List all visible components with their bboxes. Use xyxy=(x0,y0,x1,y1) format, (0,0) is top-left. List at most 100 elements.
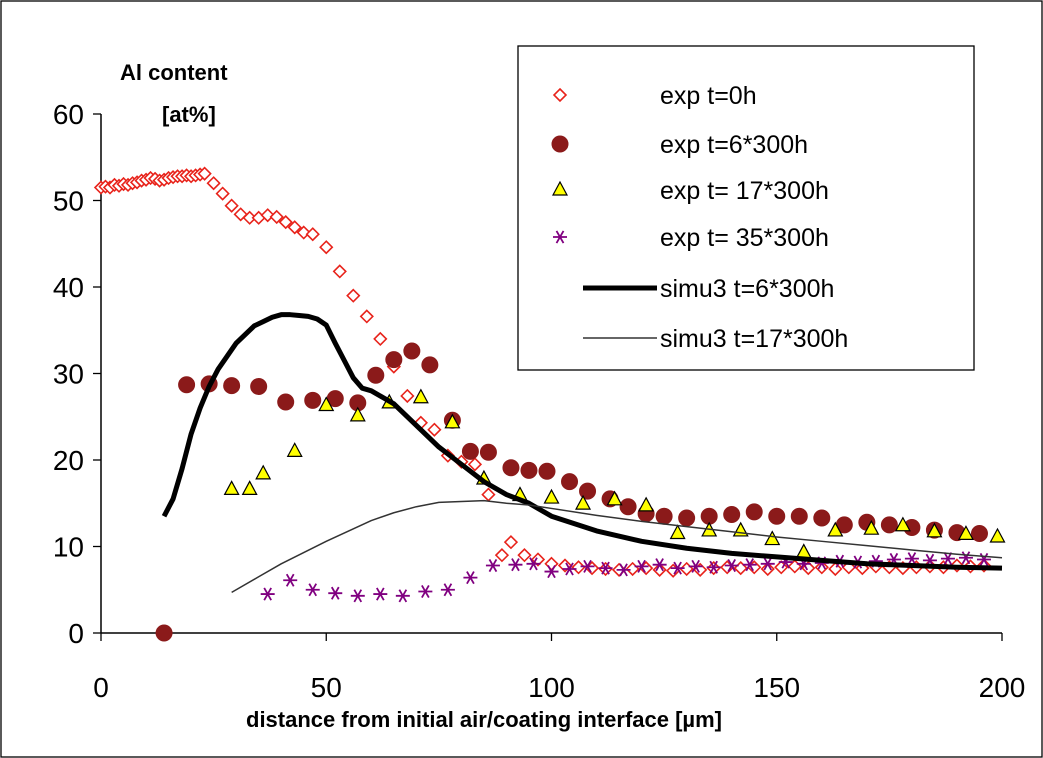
data-point xyxy=(215,186,230,201)
series-line xyxy=(231,499,1003,593)
y-tick-label: 30 xyxy=(53,359,84,390)
data-point xyxy=(813,509,831,527)
series-line xyxy=(161,312,1003,571)
ticks: 0 10 20 30 40 50 60 0 50 100 150 200 xyxy=(53,99,1026,703)
data-point xyxy=(678,509,696,527)
data-point xyxy=(328,586,343,600)
data-point xyxy=(724,558,739,573)
data-point xyxy=(287,220,302,235)
legend-label: exp t=6*300h xyxy=(660,131,808,159)
data-point xyxy=(652,558,667,572)
data-point xyxy=(403,342,421,360)
data-point xyxy=(461,442,479,460)
data-point xyxy=(250,377,268,395)
data-point xyxy=(155,624,173,642)
data-point xyxy=(223,480,240,496)
data-point xyxy=(543,488,560,504)
legend-label: simu3 t=6*300h xyxy=(660,275,834,303)
data-point xyxy=(616,563,631,577)
data-point xyxy=(723,505,741,523)
data-point xyxy=(494,548,510,563)
data-point xyxy=(427,422,442,437)
data-point xyxy=(373,331,388,347)
data-point xyxy=(385,351,403,369)
data-point xyxy=(989,527,1006,543)
series-4 xyxy=(161,312,1003,571)
data-point xyxy=(745,503,763,521)
data-point xyxy=(606,490,623,506)
data-point xyxy=(503,535,519,550)
x-tick-label: 50 xyxy=(311,672,342,703)
data-point xyxy=(508,558,523,572)
data-point xyxy=(277,393,295,411)
data-point xyxy=(395,589,410,603)
data-point xyxy=(538,462,556,480)
series-0 xyxy=(93,166,992,578)
data-point xyxy=(790,507,808,525)
data-point xyxy=(957,525,974,540)
data-point xyxy=(241,480,258,496)
y-tick-label: 60 xyxy=(53,99,84,130)
legend-label: simu3 t=17*300h xyxy=(660,325,848,353)
data-point xyxy=(598,561,613,575)
data-point xyxy=(976,552,991,567)
data-point xyxy=(412,388,429,404)
data-point xyxy=(260,587,275,601)
data-point xyxy=(880,516,898,534)
data-point xyxy=(688,559,703,573)
data-point xyxy=(223,377,241,395)
data-point xyxy=(305,583,320,597)
data-point xyxy=(517,548,532,563)
series-1 xyxy=(155,342,988,642)
x-tick-label: 150 xyxy=(753,672,800,703)
data-point xyxy=(575,494,592,510)
data-point xyxy=(502,459,520,477)
y-axis-title-line1: Al content xyxy=(120,60,228,85)
data-point xyxy=(255,464,272,480)
data-point xyxy=(561,473,579,491)
data-point xyxy=(520,461,538,479)
y-axis-title-line2: [at%] xyxy=(162,102,216,127)
data-point xyxy=(485,558,500,573)
y-tick-label: 10 xyxy=(53,532,84,563)
data-point xyxy=(827,521,844,537)
x-axis-title: distance from initial air/coating interf… xyxy=(246,707,722,732)
x-tick-label: 200 xyxy=(979,672,1026,703)
data-point xyxy=(579,482,597,500)
data-point xyxy=(655,507,673,525)
y-tick-label: 0 xyxy=(68,618,84,649)
data-point xyxy=(332,264,347,279)
data-point xyxy=(562,562,577,576)
data-point xyxy=(318,396,335,412)
data-point xyxy=(304,391,322,409)
data-point xyxy=(296,225,311,240)
data-point xyxy=(638,496,655,512)
data-point xyxy=(421,356,439,374)
data-point xyxy=(526,557,541,571)
data-point xyxy=(958,551,973,565)
data-point xyxy=(760,561,775,577)
data-point xyxy=(359,309,374,324)
y-tick-label: 40 xyxy=(53,272,84,303)
legend-label: exp t= 17*300h xyxy=(660,177,829,205)
data-point xyxy=(926,522,943,538)
data-point xyxy=(346,288,361,303)
data-point xyxy=(283,573,298,587)
data-point xyxy=(305,227,320,242)
data-point xyxy=(768,507,786,525)
data-point xyxy=(224,198,239,213)
data-point xyxy=(206,176,221,191)
data-point xyxy=(669,524,686,540)
data-point xyxy=(940,552,955,566)
data-point xyxy=(814,560,829,575)
data-point xyxy=(440,583,455,597)
data-point xyxy=(970,525,988,543)
data-point xyxy=(178,376,196,394)
data-point xyxy=(479,443,497,461)
data-point xyxy=(670,561,685,575)
data-point xyxy=(634,559,649,573)
data-point xyxy=(760,557,775,571)
data-point xyxy=(373,587,388,601)
x-tick-label: 0 xyxy=(93,672,109,703)
